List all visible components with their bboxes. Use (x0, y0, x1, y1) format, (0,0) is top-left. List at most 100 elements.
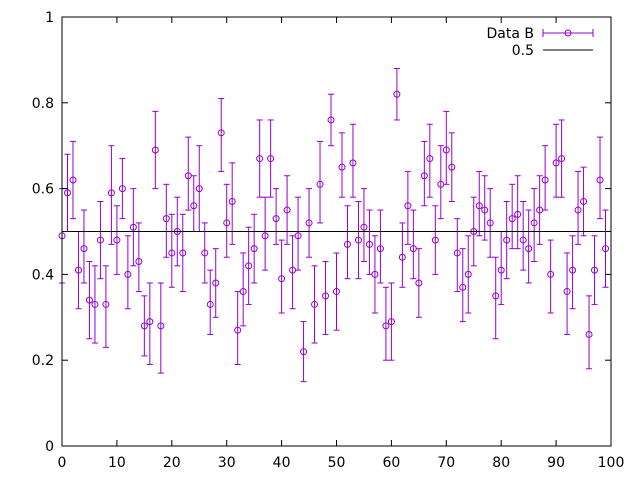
data-point (464, 235, 472, 314)
data-marker (135, 258, 143, 266)
data-marker (206, 300, 214, 308)
data-point (256, 119, 264, 198)
data-marker (514, 210, 522, 218)
data-point (322, 261, 330, 335)
data-marker (525, 245, 533, 253)
data-marker (580, 197, 588, 205)
data-marker (294, 232, 302, 240)
data-point (481, 175, 489, 241)
data-point (569, 235, 577, 310)
data-marker (481, 206, 489, 214)
data-marker (420, 172, 428, 180)
data-marker (569, 266, 577, 274)
data-marker (365, 240, 373, 248)
data-marker (387, 318, 395, 326)
data-marker (223, 219, 231, 227)
data-marker (311, 300, 319, 308)
data-point (393, 67, 401, 121)
data-point (118, 158, 126, 220)
data-marker (503, 236, 511, 244)
data-point (278, 239, 286, 314)
data-point (431, 205, 439, 275)
x-tick-label: 70 (437, 455, 455, 471)
data-point (201, 222, 209, 284)
x-tick-label: 40 (273, 455, 291, 471)
data-marker (300, 348, 308, 356)
data-marker (519, 236, 527, 244)
data-point (536, 175, 544, 245)
data-point (404, 170, 412, 245)
data-marker (343, 240, 351, 248)
data-marker (129, 223, 137, 231)
axis-ticks: 0 10 20 30 40 50 60 70 80 90 100 0 0.2 0.4 0.6 0.8 1 (32, 10, 625, 471)
data-point (442, 110, 450, 185)
data-marker (140, 322, 148, 330)
data-marker (107, 189, 115, 197)
data-point (409, 209, 417, 280)
data-marker (239, 288, 247, 296)
data-point (135, 222, 143, 293)
data-marker (151, 146, 159, 154)
data-point (168, 213, 176, 288)
legend-swatch-marker (564, 29, 572, 37)
data-point (525, 209, 533, 284)
data-point (195, 145, 203, 232)
data-marker (552, 159, 560, 167)
data-marker (464, 270, 472, 278)
data-point (74, 231, 82, 310)
data-marker (201, 249, 209, 257)
data-marker (360, 223, 368, 231)
data-marker (217, 129, 225, 137)
data-marker (179, 249, 187, 257)
data-marker (585, 330, 593, 338)
data-point (486, 188, 494, 258)
data-marker (393, 90, 401, 98)
data-marker (195, 185, 203, 193)
data-marker (157, 322, 165, 330)
data-point (184, 136, 192, 211)
data-point (475, 170, 483, 237)
data-marker (602, 245, 610, 253)
data-marker (376, 245, 384, 253)
data-point (558, 119, 566, 198)
data-point (91, 265, 99, 344)
data-point (124, 235, 132, 310)
data-marker (382, 322, 390, 330)
x-tick-label: 50 (328, 455, 346, 471)
data-point (223, 183, 231, 258)
data-marker (85, 296, 93, 304)
data-point (519, 200, 527, 271)
data-point (305, 188, 313, 258)
x-tick-label: 80 (492, 455, 510, 471)
data-point (289, 235, 297, 310)
y-tick-label: 0.6 (32, 182, 54, 198)
data-point (69, 140, 77, 220)
data-point (437, 145, 445, 220)
data-marker (591, 266, 599, 274)
data-marker (354, 236, 362, 244)
data-marker (349, 159, 357, 167)
data-marker (245, 262, 253, 270)
data-marker (596, 176, 604, 184)
x-tick-label: 10 (108, 455, 126, 471)
data-marker (453, 249, 461, 257)
data-marker (431, 236, 439, 244)
data-point (360, 188, 368, 263)
data-marker (96, 236, 104, 244)
data-point (338, 132, 346, 198)
legend-label-data-b: Data B (487, 26, 534, 42)
data-point (267, 119, 275, 198)
data-point (459, 248, 467, 323)
x-tick-label: 30 (218, 455, 236, 471)
data-point (250, 213, 258, 284)
data-point (596, 136, 604, 220)
data-point (585, 295, 593, 370)
legend-label-0-5: 0.5 (512, 43, 534, 59)
data-marker (234, 326, 242, 334)
y-tick-label: 0.2 (32, 353, 54, 369)
data-marker (316, 180, 324, 188)
data-point (382, 286, 390, 361)
data-marker (146, 318, 154, 326)
y-tick-label: 0.8 (32, 96, 54, 112)
